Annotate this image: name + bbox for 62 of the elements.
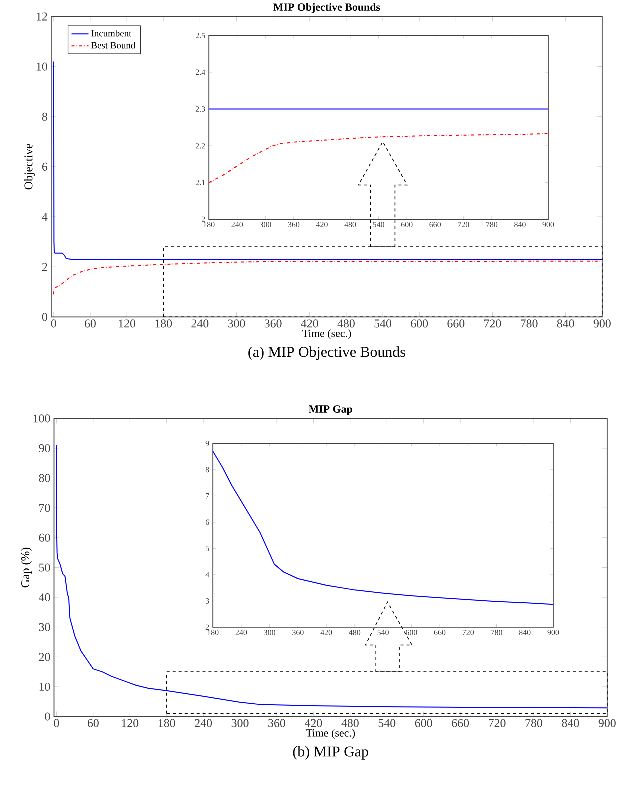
y-tick-label: 2 — [42, 263, 48, 272]
x-tick-label: 120 — [122, 719, 138, 728]
x-tick-label: 60 — [84, 320, 96, 328]
x-tick-label: 840 — [557, 320, 574, 328]
y-axis-title: Gap (%) — [20, 548, 32, 588]
y-tick-label: 30 — [39, 623, 50, 632]
x-tick-label: 420 — [304, 719, 322, 728]
x-tick-label: 900 — [598, 719, 616, 728]
y-axis-title: Objective — [24, 144, 35, 190]
x-tick-label: 720 — [488, 719, 506, 728]
x-tick-label: 660 — [452, 719, 469, 728]
chart-title: MIP Gap — [308, 406, 352, 416]
y-tick-label: 10 — [36, 62, 48, 71]
x-tick-label: 720 — [484, 320, 502, 328]
x-tick-label: 240 — [194, 719, 212, 728]
y-tick-label: 8 — [42, 112, 48, 121]
x-tick-label: 600 — [415, 719, 432, 728]
x-tick-label: 120 — [118, 320, 136, 328]
x-tick-label: 900 — [594, 320, 611, 328]
x-tick-label: 420 — [300, 320, 318, 328]
x-axis-title: Time (sec.) — [306, 729, 355, 740]
legend-label: Best Bound — [91, 42, 136, 49]
x-tick-label: 0 — [51, 320, 56, 328]
y-tick-label: 0 — [45, 712, 50, 721]
x-tick-label: 540 — [378, 719, 396, 728]
x-tick-label: 600 — [410, 320, 428, 328]
x-tick-label: 0 — [54, 719, 60, 728]
y-tick-label: 100 — [34, 414, 50, 423]
y-tick-label: 0 — [42, 313, 48, 322]
x-tick-label: 480 — [342, 719, 359, 728]
x-tick-label: 840 — [562, 719, 580, 728]
chart-title: MIP Objective Bounds — [273, 3, 380, 14]
x-tick-label: 540 — [374, 320, 392, 328]
x-tick-label: 300 — [228, 320, 246, 328]
text: (a) MIP Objective Bounds — [248, 346, 406, 360]
y-tick-label: 20 — [39, 653, 50, 662]
y-tick-label: 12 — [36, 12, 48, 21]
legend-label: Incumbent — [91, 30, 132, 37]
x-tick-label: 300 — [232, 719, 249, 728]
x-axis-title: Time (sec.) — [302, 330, 352, 340]
y-tick-label: 80 — [39, 474, 50, 482]
line-series — [53, 61, 603, 260]
x-tick-label: 180 — [155, 320, 172, 328]
x-tick-label: 660 — [448, 320, 464, 328]
x-tick-label: 780 — [526, 719, 542, 728]
x-tick-label: 780 — [520, 320, 538, 328]
x-tick-label: 360 — [268, 719, 286, 728]
x-tick-label: 240 — [192, 320, 208, 328]
y-tick-label: 40 — [38, 594, 50, 602]
x-tick-label: 360 — [264, 320, 282, 328]
y-tick-label: 70 — [39, 504, 50, 512]
x-tick-label: 480 — [338, 320, 355, 328]
y-tick-label: 60 — [39, 534, 50, 542]
line-series — [212, 451, 554, 606]
y-tick-label: 90 — [38, 444, 50, 452]
x-tick-label: 180 — [158, 719, 176, 728]
y-tick-label: 6 — [42, 162, 48, 171]
y-tick-label: 10 — [40, 682, 50, 691]
y-tick-label: 50 — [39, 564, 50, 572]
y-tick-label: 4 — [42, 213, 48, 221]
text: (b) MIP Gap — [293, 746, 368, 760]
x-tick-label: 60 — [88, 719, 99, 728]
